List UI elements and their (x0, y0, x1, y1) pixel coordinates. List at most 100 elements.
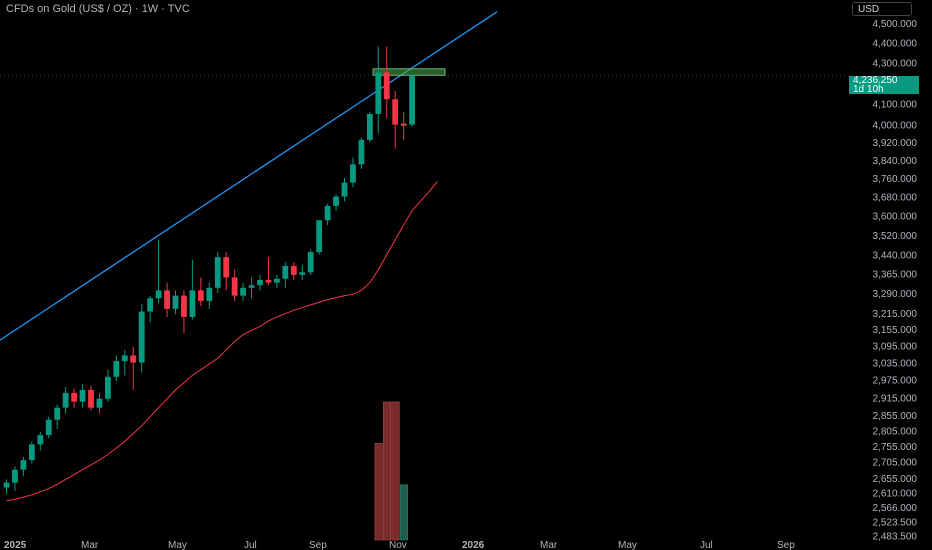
candle (248, 277, 255, 299)
candle-body (383, 72, 390, 100)
candle (265, 257, 272, 286)
last-price-badge: 4,236.250 1d 10h (849, 75, 919, 95)
candle-body (257, 280, 263, 286)
candle (54, 404, 61, 429)
price-tick-label: 3,155.000 (873, 325, 918, 336)
candle-body (400, 123, 407, 126)
candle (197, 277, 204, 307)
candle (358, 137, 365, 169)
candle-body (12, 469, 18, 483)
candle-body (290, 265, 297, 275)
candle-body (147, 298, 154, 312)
candle (299, 264, 306, 281)
price-tick-label: 3,600.000 (873, 211, 918, 222)
candle (290, 262, 297, 281)
price-axis: 4,500.000 4,400.000 4,300.000 4,100.000 4,00… (873, 19, 918, 542)
price-tick-label: 3,440.000 (873, 251, 918, 262)
candle (130, 347, 137, 390)
currency-button[interactable]: USD (852, 2, 912, 16)
price-tick-label: 4,500.000 (873, 19, 918, 30)
candle (316, 220, 323, 255)
candle (138, 303, 145, 373)
candle-body (197, 290, 204, 301)
candle (214, 252, 221, 294)
candle (366, 111, 373, 143)
price-tick-label: 4,000.000 (873, 121, 918, 132)
candle-body (3, 482, 10, 488)
candle (333, 194, 339, 211)
time-tick-label: Mar (81, 540, 99, 550)
candle (189, 259, 196, 320)
candle-body (214, 257, 221, 288)
candle (155, 239, 162, 304)
candle (341, 177, 348, 202)
candle-body (130, 355, 137, 363)
candle-body (71, 392, 77, 402)
candle (324, 203, 331, 226)
candle-body (189, 290, 196, 317)
time-tick-label: Nov (389, 540, 407, 550)
candle-body (62, 392, 69, 408)
candle (181, 290, 187, 334)
price-tick-label: 2,655.000 (873, 474, 918, 485)
candle-body (206, 287, 213, 301)
time-tick-label: 2026 (462, 540, 485, 550)
resistance-zone-box (372, 68, 446, 76)
candle-body (392, 99, 399, 125)
last-price-value: 4,236.250 (853, 75, 898, 86)
candle-body (223, 257, 230, 278)
candle-body (240, 287, 246, 296)
candle-body (299, 272, 306, 275)
price-tick-label: 2,566.000 (873, 503, 918, 514)
price-tick-label: 3,290.000 (873, 289, 918, 300)
candle (96, 392, 103, 414)
candle-body (45, 419, 52, 436)
price-tick-label: 2,483.500 (873, 531, 918, 542)
candle-body (121, 355, 128, 362)
candle (164, 282, 170, 317)
candle (172, 290, 179, 315)
price-tick-label: 2,755.000 (873, 442, 918, 453)
candle-body (164, 290, 170, 309)
candle (400, 111, 407, 140)
candle (45, 416, 52, 439)
candle (307, 249, 314, 275)
candle-body (333, 196, 339, 206)
candle (121, 349, 128, 376)
candle-body (231, 277, 238, 296)
candle-body (341, 182, 348, 197)
candle-body (20, 460, 27, 470)
price-tick-label: 2,975.000 (873, 376, 918, 387)
candlesticks (3, 46, 415, 495)
time-tick-label: May (618, 540, 637, 550)
moving-average-line (6, 181, 438, 502)
candle-body (274, 278, 280, 283)
price-tick-label: 3,760.000 (873, 174, 918, 185)
price-tick-label: 2,855.000 (873, 411, 918, 422)
candle (37, 431, 44, 451)
time-tick-label: Jul (244, 540, 257, 550)
candle (105, 369, 111, 402)
time-axis: 2025 Mar May Jul Sep Nov 2026 Mar May Jul Sep (4, 540, 795, 550)
volume-bars (374, 401, 408, 541)
candle-body (105, 376, 111, 399)
price-tick-label: 3,680.000 (873, 192, 918, 203)
price-tick-label: 3,095.000 (873, 342, 918, 353)
moving-average (6, 181, 438, 502)
candle-body (54, 407, 61, 420)
candle (20, 456, 27, 477)
time-tick-label: Sep (777, 540, 795, 550)
candle (113, 355, 120, 382)
price-tick-label: 2,915.000 (873, 393, 918, 404)
price-tick-label: 2,610.000 (873, 489, 918, 500)
time-tick-label: Mar (540, 540, 558, 550)
trendline (0, 11, 498, 341)
price-tick-label: 3,520.000 (873, 231, 918, 242)
candle (79, 384, 86, 408)
price-tick-label: 3,035.000 (873, 359, 918, 370)
candle-body (37, 435, 44, 445)
candle-body (324, 205, 331, 221)
candle (257, 274, 263, 291)
candle (240, 282, 246, 301)
